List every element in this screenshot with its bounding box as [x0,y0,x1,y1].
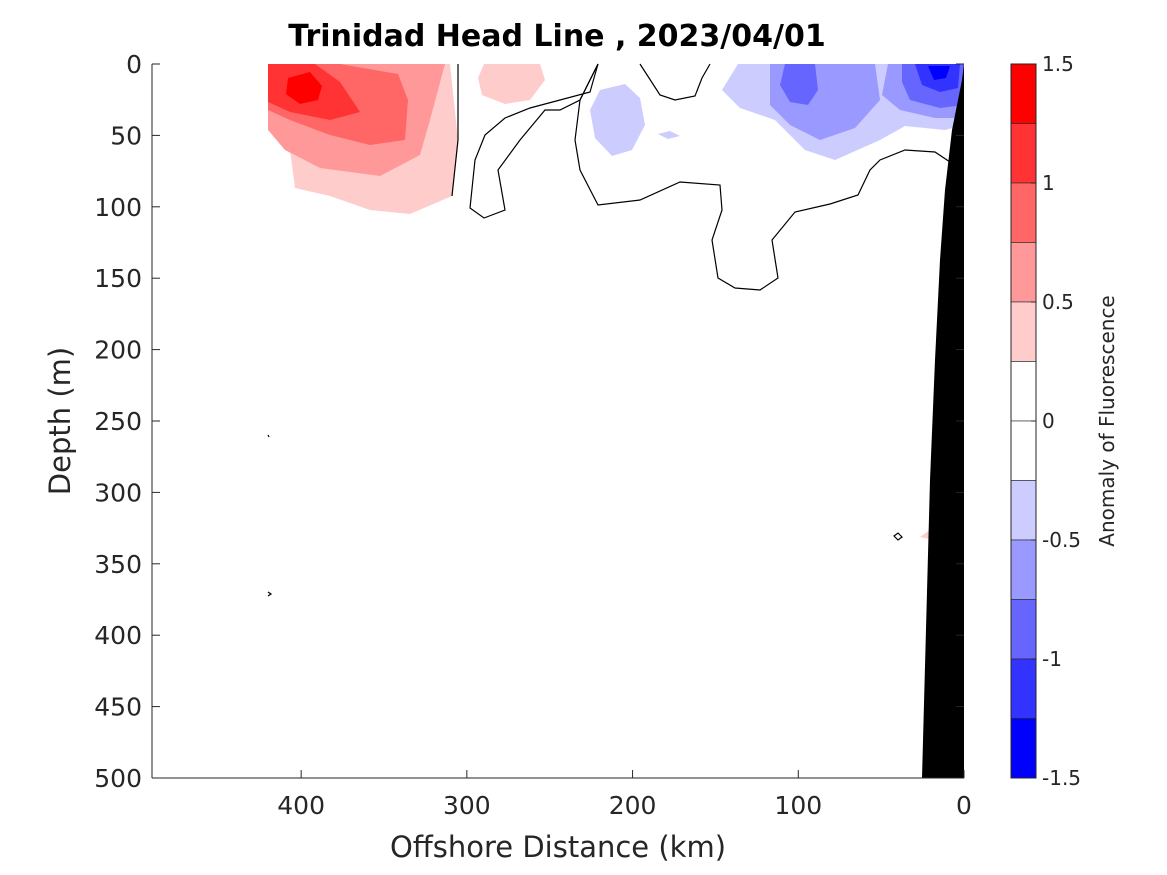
colorbar-tick-label: -0.5 [1042,528,1081,552]
colorbar-cell [1010,123,1037,184]
anomaly-neg0.75-100km [780,64,818,105]
anomaly-neg0.25-200km [590,84,645,156]
anomaly-neg0.25-166km [658,131,680,139]
x-axis-label: Offshore Distance (km) [390,830,726,864]
zero-contour-main [451,63,599,219]
colorbar-cell [1010,63,1037,124]
anomaly-neg1.25-coast [928,66,950,80]
zero-contour-120km-notch [639,63,711,101]
x-tick-label: 300 [443,791,491,820]
colorbar-tick-label: -1.5 [1042,766,1081,790]
y-ticks: 0 50 100 150 200 250 300 350 400 450 500 [94,50,964,793]
chart-title: Trinidad Head Line , 2023/04/01 [288,19,825,54]
colorbar-tick-label: 1.5 [1042,52,1074,76]
plot-area: 400 300 200 100 0 0 50 100 150 200 250 300 350 400 45… [94,50,972,820]
colorbar-cell [1010,480,1037,541]
x-tick-label: 100 [774,791,822,820]
y-tick-label: 350 [94,550,142,579]
y-tick-label: 0 [126,50,142,79]
colorbar-cell [1010,539,1037,600]
colorbar-cell [1010,301,1037,362]
x-tick-label: 200 [609,791,657,820]
colorbar-label: Anomaly of Fluorescence [1095,295,1119,546]
anomaly-1.25-offshore [286,72,322,104]
colorbar-cell [1010,718,1037,779]
colorbar-cell [1010,599,1037,660]
zero-contour-dot-330m [893,532,903,541]
colorbar-tick-label: 0 [1042,409,1055,433]
y-tick-label: 450 [94,693,142,722]
negative-anomaly-patches [590,64,964,540]
y-tick-label: 150 [94,264,142,293]
x-tick-label: 0 [956,791,972,820]
colorbar-ticks: 1.5 1 0.5 0 -0.5 -1 -1.5 [1031,52,1081,790]
x-tick-label: 400 [277,791,325,820]
colorbar-tick-label: 1 [1042,171,1055,195]
plot-background [152,64,964,778]
y-axis-label: Depth (m) [43,347,77,495]
colorbar: 1.5 1 0.5 0 -0.5 -1 -1.5 Anomaly of Fluorescen… [1010,52,1119,790]
x-ticks: 400 300 200 100 0 [277,770,972,820]
y-tick-label: 250 [94,407,142,436]
y-tick-label: 100 [94,193,142,222]
zero-contour-mark-260m [267,434,270,438]
y-tick-label: 500 [94,764,142,793]
zero-contour-mark-370m [267,591,273,597]
colorbar-cell [1010,242,1037,303]
y-tick-label: 400 [94,621,142,650]
colorbar-tick-label: 0.5 [1042,290,1074,314]
colorbar-cell [1010,182,1037,243]
y-tick-label: 200 [94,336,142,365]
y-tick-label: 50 [110,121,142,150]
zero-contour-lines [267,63,951,597]
colorbar-tick-label: -1 [1042,647,1062,671]
positive-anomaly-patches [268,64,545,214]
colorbar-cell [1010,420,1037,481]
y-tick-label: 300 [94,478,142,507]
anomaly-0.25-280km [478,64,545,104]
zero-contour-deep-lobe [574,63,951,291]
colorbar-cell [1010,658,1037,719]
bathymetry-fill [922,64,964,778]
colorbar-cell [1010,361,1037,422]
